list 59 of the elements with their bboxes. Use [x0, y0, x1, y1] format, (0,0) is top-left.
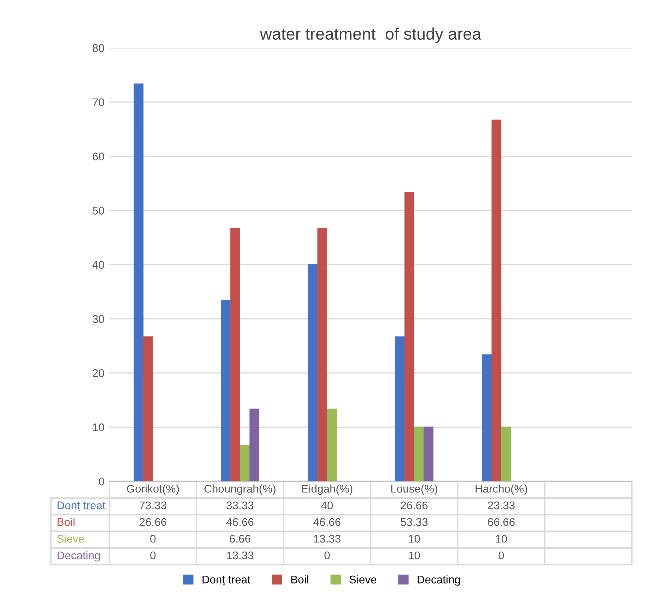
- bar: [308, 264, 318, 482]
- y-tick-label: 80: [92, 44, 104, 52]
- data-label: 10: [409, 535, 420, 543]
- data-label: 10: [409, 552, 420, 560]
- data-label: 0: [150, 552, 156, 560]
- bar: [482, 354, 492, 482]
- chart-title: water treatment of study area: [260, 28, 482, 44]
- x-tick-label: Harcho(%): [476, 484, 528, 496]
- y-tick-label: 10: [93, 424, 104, 432]
- data-label: 40: [321, 502, 334, 510]
- data-label: 26.66: [140, 518, 167, 526]
- data-label: 46.66: [314, 518, 341, 526]
- data-label: 10: [496, 535, 508, 543]
- y-tick-label: 70: [93, 98, 104, 106]
- x-tick-label: Choungrah(%): [204, 484, 276, 496]
- bar: [250, 408, 260, 482]
- text: Sieve: [57, 534, 84, 543]
- y-tick-label: 50: [92, 206, 104, 215]
- x-tick-label: Eidgah(%): [302, 484, 353, 496]
- data-label: 23.33: [488, 502, 515, 510]
- x-tick-label: Louse(%): [392, 484, 438, 496]
- legend-label: Sieve: [350, 576, 377, 584]
- y-tick-label: 0: [99, 478, 104, 486]
- text: Boil: [58, 518, 75, 526]
- bar: [134, 84, 144, 482]
- data-label: 0: [150, 535, 156, 543]
- data-label: 6.66: [230, 535, 251, 543]
- bar: [318, 228, 328, 482]
- y-tick-label: 60: [92, 152, 104, 161]
- bar: [240, 444, 250, 482]
- bar: [230, 228, 240, 482]
- y-tick-label: 40: [92, 261, 104, 270]
- data-label: 0: [324, 552, 330, 560]
- text: Decating: [58, 551, 100, 562]
- bar: [424, 426, 434, 482]
- data-label: 46.66: [226, 518, 254, 526]
- bar: [327, 408, 338, 482]
- bar: [220, 300, 231, 482]
- data-label: 13.33: [314, 535, 341, 543]
- bar: [414, 426, 424, 482]
- legend-label: Boil: [292, 576, 308, 584]
- text: Donț treat: [58, 502, 106, 512]
- bar: [404, 192, 415, 482]
- y-tick-label: 30: [92, 315, 104, 324]
- legend-label: Decating: [418, 576, 460, 586]
- bar: [501, 426, 512, 482]
- data-label: 33.33: [226, 502, 254, 510]
- data-label: 26.66: [401, 502, 428, 510]
- bar: [143, 336, 154, 482]
- y-tick-label: 20: [92, 370, 104, 378]
- data-label: 0: [498, 552, 504, 560]
- data-label: 73.33: [140, 502, 167, 510]
- bar: [492, 120, 502, 482]
- data-label: 53.33: [400, 518, 428, 526]
- data-label: 13.33: [227, 552, 254, 560]
- legend-label: Donț treat: [202, 576, 251, 586]
- bar: [395, 336, 405, 482]
- x-tick-label: Gorikot(%): [127, 484, 180, 496]
- data-label: 66.66: [488, 518, 515, 526]
